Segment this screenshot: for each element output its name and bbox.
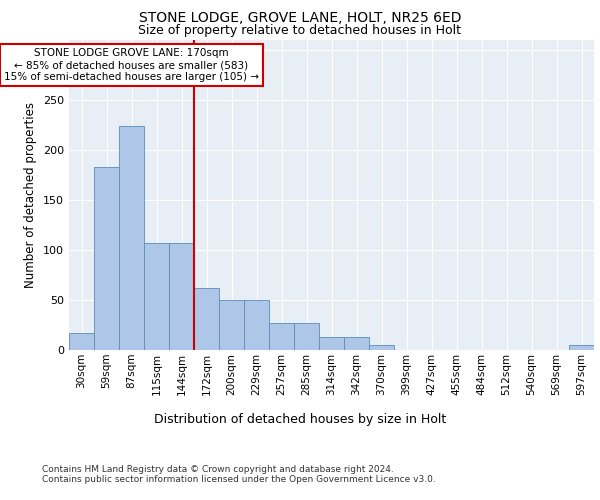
Bar bbox=[194, 288, 219, 350]
Bar bbox=[369, 345, 394, 350]
Bar bbox=[294, 323, 319, 350]
Text: STONE LODGE GROVE LANE: 170sqm
← 85% of detached houses are smaller (583)
15% of: STONE LODGE GROVE LANE: 170sqm ← 85% of … bbox=[4, 48, 259, 82]
Bar bbox=[269, 323, 294, 350]
Bar bbox=[169, 243, 194, 350]
Y-axis label: Number of detached properties: Number of detached properties bbox=[25, 102, 37, 288]
Bar bbox=[344, 337, 369, 350]
Bar bbox=[94, 167, 119, 350]
Bar bbox=[319, 337, 344, 350]
Bar bbox=[119, 126, 144, 350]
Text: Size of property relative to detached houses in Holt: Size of property relative to detached ho… bbox=[139, 24, 461, 37]
Bar bbox=[219, 300, 244, 350]
Bar bbox=[244, 300, 269, 350]
Bar bbox=[569, 345, 594, 350]
Bar bbox=[144, 243, 169, 350]
Text: Distribution of detached houses by size in Holt: Distribution of detached houses by size … bbox=[154, 412, 446, 426]
Text: STONE LODGE, GROVE LANE, HOLT, NR25 6ED: STONE LODGE, GROVE LANE, HOLT, NR25 6ED bbox=[139, 11, 461, 25]
Text: Contains HM Land Registry data © Crown copyright and database right 2024.
Contai: Contains HM Land Registry data © Crown c… bbox=[42, 465, 436, 484]
Bar bbox=[69, 333, 94, 350]
